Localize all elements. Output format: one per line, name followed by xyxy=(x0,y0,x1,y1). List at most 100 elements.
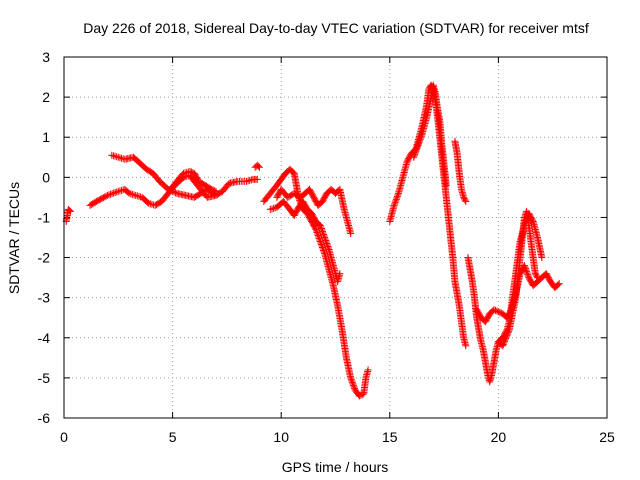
data-point xyxy=(502,335,510,343)
data-point xyxy=(311,224,319,232)
data-point xyxy=(538,254,546,262)
data-point xyxy=(105,191,113,199)
data-point xyxy=(110,189,118,197)
series-s13 xyxy=(473,262,563,326)
data-point xyxy=(318,226,326,234)
data-point xyxy=(314,230,322,238)
y-tick-label: -4 xyxy=(38,330,51,346)
y-tick-label: -5 xyxy=(38,370,51,386)
data-point xyxy=(393,192,401,200)
data-point xyxy=(393,194,401,202)
data-point xyxy=(522,265,530,273)
series-s7 xyxy=(266,197,344,286)
data-point xyxy=(412,147,420,155)
data-point xyxy=(347,229,355,237)
data-point xyxy=(128,190,136,198)
data-point xyxy=(533,274,541,282)
data-point xyxy=(413,144,421,152)
data-point xyxy=(254,162,262,170)
data-point xyxy=(493,307,501,315)
data-point xyxy=(114,153,122,161)
data-point xyxy=(102,192,110,200)
data-point xyxy=(412,146,420,154)
data-point xyxy=(212,187,220,195)
data-point xyxy=(318,242,326,250)
data-point xyxy=(314,231,322,239)
data-point xyxy=(317,239,325,247)
data-point xyxy=(109,152,117,160)
series-s5 xyxy=(251,161,263,171)
data-point xyxy=(350,383,358,391)
data-point xyxy=(323,241,331,249)
data-point xyxy=(410,152,418,160)
data-point xyxy=(113,153,121,161)
data-point xyxy=(312,227,320,235)
data-point xyxy=(246,176,254,184)
data-point xyxy=(418,131,426,139)
data-point xyxy=(349,381,357,389)
data-point xyxy=(118,154,126,162)
data-point xyxy=(492,306,500,314)
data-point xyxy=(209,186,217,194)
data-point xyxy=(523,269,531,277)
data-point xyxy=(145,199,153,207)
data-point xyxy=(208,185,216,193)
data-point xyxy=(324,244,332,252)
data-point xyxy=(146,200,154,208)
data-point xyxy=(323,240,331,248)
data-point xyxy=(108,190,116,198)
data-point xyxy=(211,187,219,195)
data-point xyxy=(114,187,122,195)
data-point xyxy=(317,223,325,231)
data-point xyxy=(315,235,323,243)
data-point xyxy=(108,151,116,159)
data-point xyxy=(315,233,323,241)
tick-labels: 0 5 10 15 20 25 -6 -5 -4 -3 -2 -1 0 1 2 3 xyxy=(38,49,615,445)
data-point xyxy=(417,134,425,142)
data-point xyxy=(103,191,111,199)
data-point xyxy=(242,177,250,185)
series-s14 xyxy=(494,207,541,350)
data-point xyxy=(320,247,328,255)
data-point xyxy=(355,392,363,400)
data-point xyxy=(181,169,189,177)
data-point xyxy=(133,192,141,200)
data-point xyxy=(462,342,470,350)
data-point xyxy=(125,189,133,197)
data-point xyxy=(500,339,508,347)
y-tick-label: 3 xyxy=(42,49,50,65)
data-point xyxy=(410,153,418,161)
data-point xyxy=(528,216,536,224)
data-point xyxy=(318,244,326,252)
data-point xyxy=(107,190,115,198)
data-point xyxy=(111,189,119,197)
y-tick-label: -3 xyxy=(38,290,51,306)
data-point xyxy=(130,191,138,199)
data-point xyxy=(320,230,328,238)
data-point xyxy=(415,138,423,146)
data-point xyxy=(364,366,372,374)
data-point xyxy=(187,168,195,176)
series-s8 xyxy=(273,185,355,237)
data-point xyxy=(391,200,399,208)
data-point xyxy=(336,270,344,278)
data-point xyxy=(462,197,470,205)
plot-frame xyxy=(63,56,608,419)
data-point xyxy=(522,266,530,274)
data-point xyxy=(392,195,400,203)
data-point xyxy=(413,143,421,151)
data-point xyxy=(318,227,326,235)
data-point xyxy=(442,181,450,189)
data-point xyxy=(416,137,424,145)
data-point xyxy=(390,201,398,209)
x-tick-label: 10 xyxy=(273,429,289,445)
data-point xyxy=(322,237,330,245)
data-point xyxy=(501,336,509,344)
data-point xyxy=(320,232,328,240)
data-point xyxy=(324,243,332,251)
data-point xyxy=(255,163,263,171)
data-point xyxy=(316,221,324,229)
data-point xyxy=(321,235,329,243)
x-tick-label: 5 xyxy=(169,429,177,445)
